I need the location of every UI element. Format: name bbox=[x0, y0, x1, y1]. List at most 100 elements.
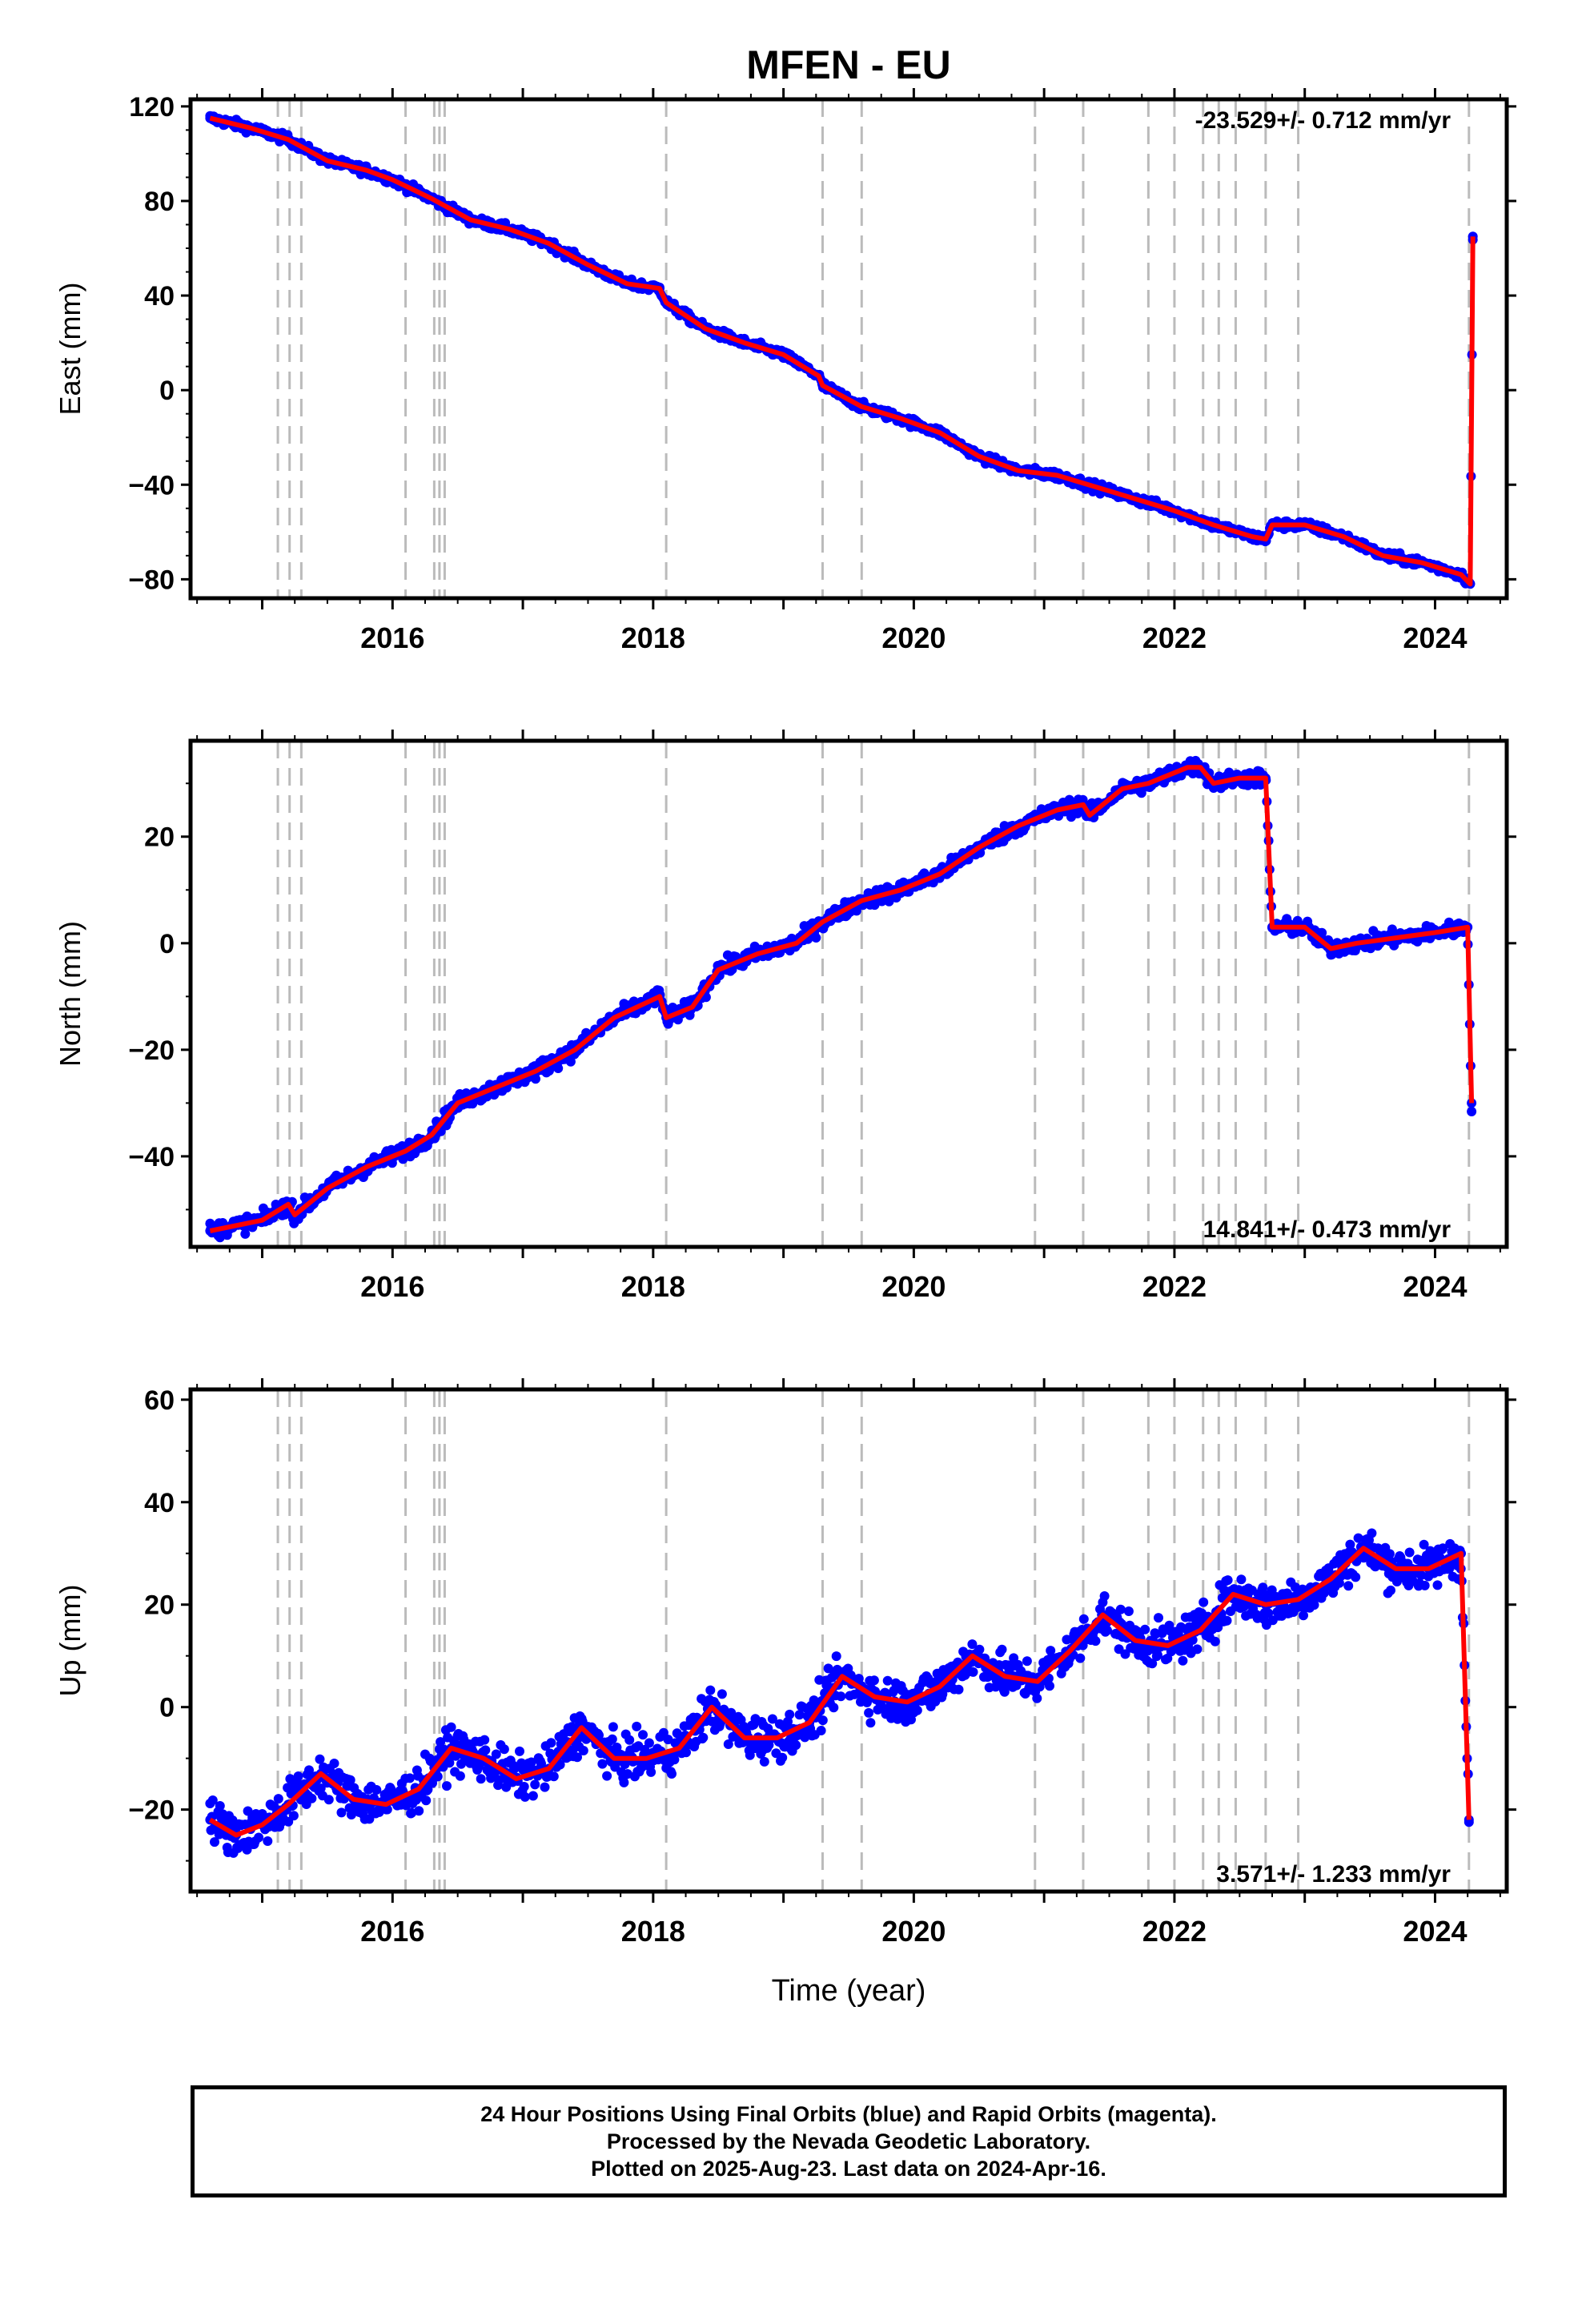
plot-area bbox=[205, 99, 1478, 598]
y-tick-label: 40 bbox=[144, 281, 175, 312]
caption-line-1: 24 Hour Positions Using Final Orbits (bl… bbox=[480, 2102, 1217, 2126]
y-tick-label: 20 bbox=[144, 1590, 175, 1621]
y-tick-label: 120 bbox=[129, 92, 175, 123]
caption-line-3: Plotted on 2025-Aug-23. Last data on 202… bbox=[591, 2157, 1106, 2181]
plot-frame bbox=[188, 1387, 1509, 1894]
data-point bbox=[723, 1739, 733, 1749]
data-point bbox=[565, 1056, 576, 1067]
data-point bbox=[882, 1675, 893, 1686]
y-axis-label: North (mm) bbox=[54, 921, 86, 1067]
data-point bbox=[442, 1781, 452, 1791]
data-point bbox=[210, 1837, 219, 1848]
model-line bbox=[209, 765, 1475, 1233]
panel-east: −80 −40 0 40 80 120 2016 2018 2020 2022 2024 East (… bbox=[54, 88, 1516, 654]
points-final-orbits bbox=[205, 1528, 1474, 1858]
data-point bbox=[254, 1832, 264, 1843]
data-point bbox=[1032, 1693, 1042, 1703]
data-point bbox=[421, 1795, 432, 1806]
y-tick-label: 80 bbox=[144, 187, 175, 217]
data-point bbox=[597, 1759, 608, 1769]
data-point bbox=[632, 1721, 642, 1731]
data-point bbox=[889, 1685, 899, 1695]
plot-area bbox=[205, 741, 1477, 1247]
data-point bbox=[869, 1675, 879, 1686]
data-point bbox=[912, 1705, 922, 1715]
data-point bbox=[777, 1752, 788, 1763]
y-axis-label: East (mm) bbox=[54, 283, 86, 416]
data-point bbox=[455, 1771, 465, 1781]
data-point bbox=[1432, 1580, 1443, 1590]
data-point bbox=[530, 1779, 540, 1790]
data-point bbox=[831, 1651, 841, 1662]
data-point bbox=[884, 896, 894, 907]
y-tick-label: 40 bbox=[144, 1488, 175, 1518]
data-point bbox=[698, 1732, 709, 1743]
data-point bbox=[1416, 1570, 1427, 1580]
y-tick-label: −80 bbox=[128, 565, 175, 595]
y-tick-label: 0 bbox=[159, 929, 175, 959]
data-point bbox=[1192, 1644, 1203, 1655]
data-point bbox=[1334, 1578, 1344, 1588]
x-tick-label: 2016 bbox=[360, 621, 424, 654]
data-point bbox=[436, 1737, 446, 1747]
data-point bbox=[531, 1074, 540, 1084]
data-point bbox=[1343, 1581, 1354, 1591]
data-point bbox=[414, 1806, 424, 1816]
data-point bbox=[974, 1644, 985, 1655]
data-point bbox=[717, 1689, 727, 1699]
data-point bbox=[323, 1795, 334, 1805]
data-point bbox=[1078, 1614, 1089, 1624]
data-point bbox=[345, 1775, 355, 1785]
data-point bbox=[644, 1738, 654, 1748]
data-point bbox=[293, 1771, 303, 1781]
data-point bbox=[519, 1782, 529, 1791]
data-point bbox=[329, 1759, 339, 1768]
data-point bbox=[876, 1701, 886, 1711]
data-point bbox=[1140, 1624, 1150, 1634]
data-point bbox=[895, 1703, 905, 1713]
caption-box: 24 Hour Positions Using Final Orbits (bl… bbox=[191, 2085, 1507, 2197]
data-point bbox=[759, 1756, 769, 1767]
data-point bbox=[1419, 1539, 1429, 1550]
data-point bbox=[999, 1687, 1010, 1697]
data-point bbox=[1152, 1650, 1162, 1660]
y-axis-label: Up (mm) bbox=[54, 1585, 86, 1697]
data-point bbox=[864, 1707, 874, 1718]
data-point bbox=[1309, 1600, 1319, 1610]
data-point bbox=[476, 1774, 486, 1784]
y-tick-label: 60 bbox=[144, 1385, 175, 1416]
data-point bbox=[816, 1726, 826, 1735]
data-point bbox=[307, 1793, 317, 1803]
data-point bbox=[536, 1759, 546, 1769]
data-point bbox=[853, 1674, 864, 1684]
data-point bbox=[954, 1684, 964, 1695]
model-line bbox=[209, 115, 1476, 587]
model-line bbox=[208, 1546, 1472, 1838]
data-point bbox=[1387, 924, 1397, 935]
data-point bbox=[829, 1703, 839, 1713]
data-point bbox=[315, 1783, 326, 1794]
data-point bbox=[364, 1814, 375, 1824]
panel-up: −20 0 20 40 60 2016 2018 2020 2022 2024 Up (mm) 3.5… bbox=[54, 1378, 1516, 1948]
data-point bbox=[1199, 1597, 1209, 1607]
data-point bbox=[555, 1759, 565, 1770]
panel-north: −40 −20 0 20 2016 2018 2020 2022 2024 North (mm) 1… bbox=[54, 730, 1516, 1303]
data-point bbox=[811, 933, 821, 943]
data-point bbox=[240, 1228, 251, 1239]
x-tick-label: 2022 bbox=[1142, 1270, 1207, 1303]
data-point bbox=[528, 1791, 538, 1801]
data-point bbox=[515, 1746, 524, 1756]
data-point bbox=[207, 1795, 218, 1805]
data-point bbox=[526, 1757, 536, 1767]
data-point bbox=[1386, 1585, 1395, 1595]
data-point bbox=[491, 1749, 501, 1759]
plot-area bbox=[205, 1389, 1474, 1892]
data-point bbox=[315, 1754, 325, 1764]
data-point bbox=[1075, 1653, 1086, 1663]
data-point bbox=[619, 1777, 629, 1787]
data-point bbox=[997, 1644, 1007, 1655]
points-final-orbits bbox=[205, 755, 1477, 1243]
data-point bbox=[446, 1722, 456, 1732]
data-point bbox=[705, 1685, 716, 1695]
